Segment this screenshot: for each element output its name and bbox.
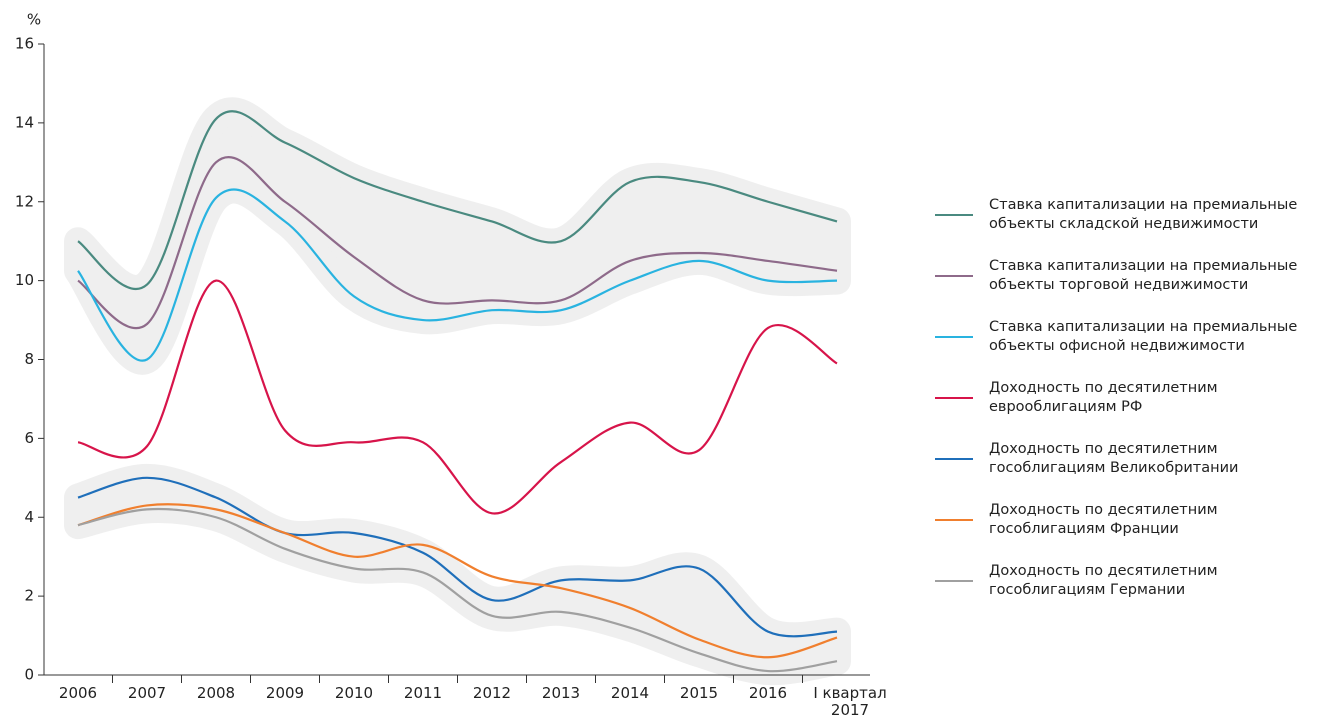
y-tick-label: 10: [15, 271, 34, 289]
x-tick-label: 2016: [748, 684, 788, 702]
y-tick-label: 0: [24, 666, 34, 684]
x-tick-label: 2006: [58, 684, 98, 702]
series-line: [77, 188, 838, 362]
legend-swatch: [935, 458, 973, 460]
y-tick-label: 16: [15, 35, 34, 53]
x-tick-label: 2010: [334, 684, 374, 702]
legend-swatch: [935, 519, 973, 521]
band: [64, 463, 851, 686]
legend-swatch: [935, 214, 973, 216]
y-axis-label: %: [27, 11, 41, 29]
legend-item: Ставка капитализации на премиальные объе…: [935, 196, 1333, 234]
legend-item: Доходность по десятилетним гособлигациям…: [935, 440, 1333, 478]
legend-swatch: [935, 275, 973, 277]
y-tick-label: 12: [15, 192, 34, 210]
series-line: [77, 476, 838, 638]
x-tick-label: 2014: [610, 684, 650, 702]
x-tick-label: 2012: [472, 684, 512, 702]
series-line: [77, 279, 838, 515]
x-tick-label: 2011: [403, 684, 443, 702]
legend-swatch: [935, 580, 973, 582]
legend-item: Ставка капитализации на премиальные объе…: [935, 318, 1333, 356]
series-line: [77, 507, 838, 673]
legend-item: Ставка капитализации на премиальные объе…: [935, 257, 1333, 295]
x-tick-label: 2013: [541, 684, 581, 702]
legend-label: Доходность по десятилетним гособлигациям…: [989, 441, 1239, 476]
legend-label: Доходность по десятилетним гособлигациям…: [989, 563, 1218, 598]
y-tick-label: 6: [24, 429, 34, 447]
x-tick-label: 2008: [196, 684, 236, 702]
x-tick-label: 2007: [127, 684, 167, 702]
legend-label: Доходность по десятилетним гособлигациям…: [989, 502, 1218, 537]
legend-label: Ставка капитализации на премиальные объе…: [989, 319, 1298, 354]
legend-label: Доходность по десятилетним еврооблигация…: [989, 380, 1218, 415]
legend-item: Доходность по десятилетним гособлигациям…: [935, 501, 1333, 539]
y-tick-label: 4: [24, 508, 34, 526]
y-tick-label: 14: [15, 113, 34, 131]
y-tick-label: 2: [24, 587, 34, 605]
series-line: [77, 503, 838, 659]
series-line: [77, 110, 838, 290]
x-tick-label: I квартал 2017: [813, 684, 887, 719]
x-tick-label: 2009: [265, 684, 305, 702]
legend-item: Доходность по десятилетним гособлигациям…: [935, 562, 1333, 600]
legend-item: Доходность по десятилетним еврооблигация…: [935, 379, 1333, 417]
legend-swatch: [935, 336, 973, 338]
y-tick-label: 8: [24, 350, 34, 368]
x-tick-label: 2015: [679, 684, 719, 702]
legend-label: Ставка капитализации на премиальные объе…: [989, 197, 1298, 232]
series-line: [77, 155, 838, 330]
legend-swatch: [935, 397, 973, 399]
legend-label: Ставка капитализации на премиальные объе…: [989, 258, 1298, 293]
